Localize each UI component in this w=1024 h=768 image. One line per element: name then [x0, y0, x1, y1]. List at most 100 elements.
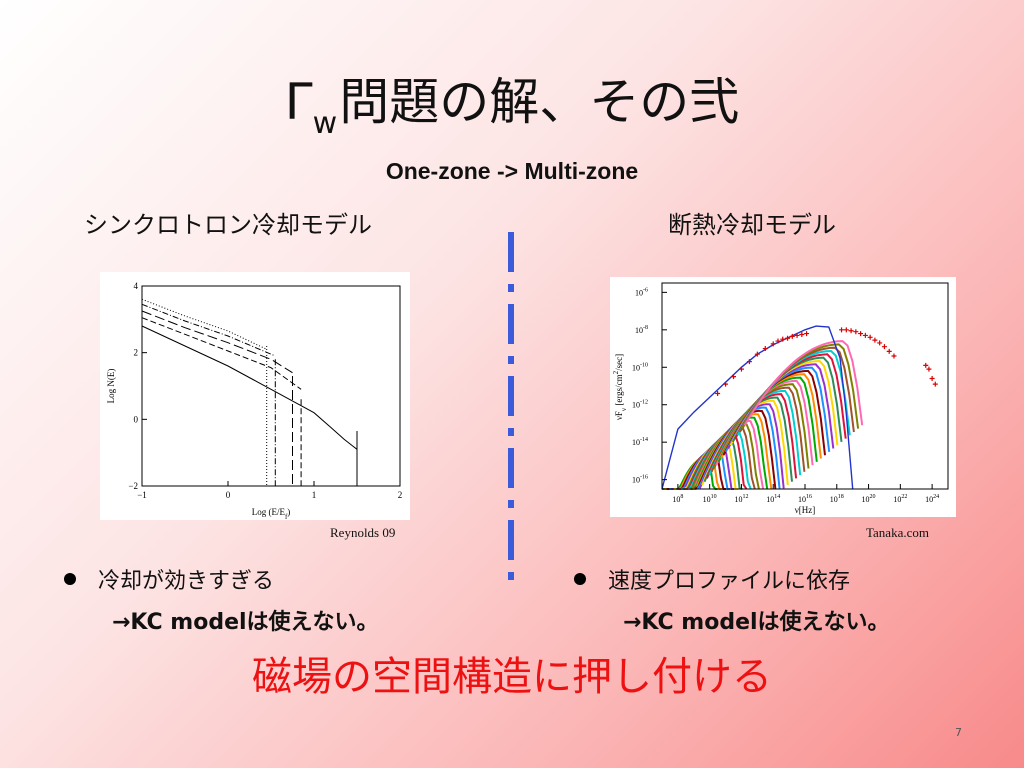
synchrotron-model-heading: シンクロトロン冷却モデル — [84, 211, 372, 239]
tanaka-x-tick-label: 1024 — [925, 494, 939, 504]
reynolds-series — [141, 298, 358, 486]
conclusion-text: 磁場の空間構造に押し付ける — [252, 654, 772, 700]
divider-segment — [508, 572, 514, 580]
slide-title: Γw問題の解、その弐 — [0, 62, 1024, 141]
tanaka-model-component — [743, 340, 864, 426]
divider-segment — [508, 448, 514, 488]
tanaka-data-point — [867, 334, 873, 340]
tanaka-x-axis-label: ν[Hz] — [795, 505, 816, 515]
divider-segment — [508, 356, 514, 364]
tanaka-credit: Tanaka.com — [866, 525, 929, 540]
tanaka-y-axis-label: νFν [ergs/cm2/sec] — [612, 354, 628, 420]
tanaka-data-point — [881, 344, 887, 350]
divider-segment — [508, 428, 514, 436]
column-divider — [508, 232, 514, 580]
reynolds-x-tick-label: −1 — [137, 490, 147, 500]
reynolds-x-axis-label: Log (E/Ef) — [252, 507, 291, 520]
reynolds-y-axis-label: Log N(E) — [106, 369, 116, 404]
reynolds-y-tick-label: −2 — [128, 481, 138, 491]
reynolds-credit: Reynolds 09 — [330, 525, 396, 540]
reynolds-y-tick-label: 4 — [134, 281, 139, 291]
tanaka-x-tick-label: 1010 — [703, 494, 717, 504]
tanaka-x-tick-label: 1014 — [766, 494, 780, 504]
tanaka-data-point — [754, 351, 760, 357]
reynolds-chart: −1 0 1 2 −2 0 2 4 Log (E/Ef) Log N(E) — [100, 272, 410, 521]
tanaka-data-point — [715, 390, 721, 396]
reynolds-plot-frame — [141, 285, 401, 487]
tanaka-y-tick-label: 10-12 — [632, 400, 648, 410]
tanaka-data-point — [775, 338, 781, 344]
tanaka-x-tick-label: 1020 — [862, 494, 876, 504]
tanaka-data-point — [746, 359, 752, 365]
tanaka-data-point — [877, 340, 883, 346]
tanaka-data-point — [723, 381, 729, 387]
tanaka-x-tick-label: 1018 — [830, 494, 844, 504]
reynolds-y-tick-label: 2 — [134, 348, 139, 358]
title-main: Γ — [284, 73, 313, 131]
tanaka-y-tick-label: 10-14 — [632, 437, 648, 447]
tanaka-data-point — [839, 327, 845, 333]
tanaka-data-point — [762, 346, 768, 352]
reynolds-y-tick-label: 0 — [134, 414, 139, 424]
tanaka-data-point — [843, 327, 849, 333]
tanaka-y-tick-label: 10-8 — [635, 325, 648, 335]
tanaka-chart: 108 1010 1012 1014 1016 1018 1020 1022 1024 10-16… — [610, 277, 956, 517]
tanaka-x-tick-label: 1022 — [893, 494, 907, 504]
tanaka-data-point — [804, 331, 810, 337]
tanaka-data-point — [926, 366, 932, 372]
left-note: →KC modelは使えない。 — [112, 610, 379, 635]
reynolds-x-tick-label: 2 — [398, 490, 403, 500]
tanaka-ticks: 108 1010 1012 1014 1016 1018 1020 1022 1024 10-16… — [632, 287, 939, 504]
divider-segment — [508, 376, 514, 416]
tanaka-data-point — [785, 335, 791, 341]
tanaka-data-point — [853, 329, 859, 335]
tanaka-y-tick-label: 10-6 — [635, 287, 648, 297]
reynolds-x-tick-label: 1 — [312, 490, 317, 500]
reynolds-series-line — [141, 325, 358, 486]
left-bullet-text: 冷却が効きすぎる — [98, 569, 275, 594]
tanaka-data-point — [891, 353, 897, 359]
reynolds-series-line — [141, 310, 293, 486]
tanaka-data-point — [738, 366, 744, 372]
reynolds-series-line — [141, 303, 276, 486]
tanaka-data-point — [862, 332, 868, 338]
tanaka-data-point — [886, 348, 892, 354]
tanaka-x-tick-label: 108 — [672, 494, 683, 504]
tanaka-y-tick-label: 10-16 — [632, 475, 648, 485]
tanaka-data-point — [731, 374, 736, 380]
bullet-dot — [574, 573, 586, 585]
tanaka-data-point — [770, 341, 776, 347]
divider-segment — [508, 520, 514, 560]
reynolds-x-tick-label: 0 — [226, 490, 231, 500]
title-subscript: w — [312, 106, 338, 141]
divider-segment — [508, 284, 514, 292]
tanaka-data-point — [872, 337, 878, 343]
tanaka-y-tick-label: 10-10 — [632, 362, 648, 372]
slide-subtitle: One-zone -> Multi-zone — [385, 158, 639, 184]
tanaka-data-point — [799, 332, 805, 337]
divider-segment — [508, 304, 514, 344]
right-bullet-text: 速度プロファイルに依存 — [608, 569, 851, 594]
divider-segment — [508, 232, 514, 272]
tanaka-data-point — [794, 332, 800, 338]
tanaka-x-tick-label: 1012 — [734, 494, 748, 504]
tanaka-data-point — [780, 336, 786, 342]
tanaka-observed-data — [715, 327, 938, 396]
tanaka-data-point — [848, 328, 854, 334]
reynolds-chart-svg: −1 0 1 2 −2 0 2 4 Log (E/Ef) Log N(E) — [106, 281, 402, 521]
divider-segment — [508, 500, 514, 508]
tanaka-data-point — [858, 331, 864, 337]
left-bullet-item: 冷却が効きすぎる — [64, 563, 274, 595]
right-bullet-item: 速度プロファイルに依存 — [574, 563, 850, 595]
tanaka-data-point — [929, 376, 935, 382]
bullet-dot — [64, 573, 76, 585]
reynolds-series-line — [141, 317, 302, 486]
tanaka-x-tick-label: 1016 — [798, 494, 812, 504]
tanaka-chart-svg: 108 1010 1012 1014 1016 1018 1020 1022 1024 10-16… — [612, 282, 949, 515]
reynolds-series-line — [141, 298, 268, 486]
tanaka-data-point — [923, 362, 929, 368]
reynolds-ticks: −1 0 1 2 −2 0 2 4 — [128, 281, 402, 500]
tanaka-data-point — [789, 333, 795, 339]
adiabatic-model-heading: 断熱冷却モデル — [668, 211, 836, 239]
right-note: →KC modelは使えない。 — [623, 610, 890, 635]
